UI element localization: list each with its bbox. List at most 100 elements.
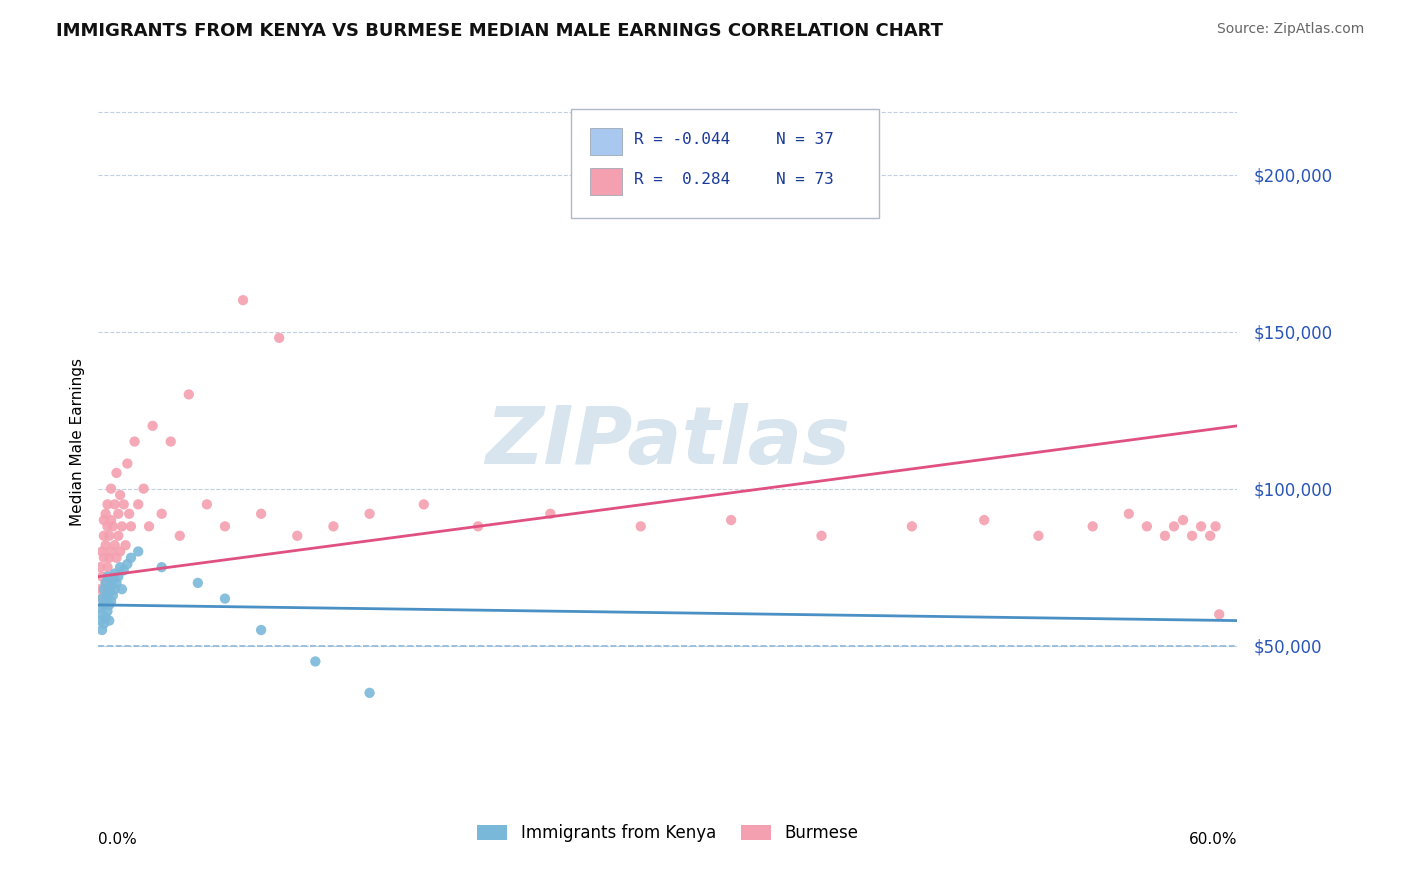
Point xyxy=(630,519,652,533)
Point xyxy=(91,591,114,606)
Point xyxy=(159,434,181,449)
Point xyxy=(304,655,326,669)
Point xyxy=(1205,519,1227,533)
Point xyxy=(973,513,995,527)
FancyBboxPatch shape xyxy=(571,109,879,218)
Point xyxy=(127,497,149,511)
Point xyxy=(89,582,111,597)
Point xyxy=(91,591,114,606)
Point xyxy=(104,566,127,581)
Point xyxy=(112,497,135,511)
Point xyxy=(901,519,924,533)
Text: Source: ZipAtlas.com: Source: ZipAtlas.com xyxy=(1216,22,1364,37)
Point xyxy=(91,569,114,583)
Point xyxy=(98,598,121,612)
Point xyxy=(101,569,124,583)
Point xyxy=(359,686,381,700)
Point xyxy=(91,623,114,637)
Point xyxy=(1136,519,1159,533)
Point xyxy=(93,513,115,527)
Point xyxy=(117,457,139,471)
Text: N = 73: N = 73 xyxy=(776,172,834,186)
Point xyxy=(150,507,173,521)
Point xyxy=(108,488,131,502)
Point xyxy=(120,519,142,533)
Point xyxy=(105,550,128,565)
Text: R =  0.284: R = 0.284 xyxy=(634,172,730,186)
Point xyxy=(285,529,308,543)
Bar xyxy=(591,168,623,195)
Point xyxy=(124,434,146,449)
Text: N = 37: N = 37 xyxy=(776,132,834,147)
Point xyxy=(412,497,434,511)
Point xyxy=(91,544,114,558)
Point xyxy=(108,544,131,558)
Point xyxy=(96,604,118,618)
Point xyxy=(322,519,344,533)
Point xyxy=(1118,507,1140,521)
Point xyxy=(101,589,124,603)
Point xyxy=(195,497,218,511)
Point xyxy=(93,582,115,597)
Point xyxy=(89,560,111,574)
Point xyxy=(169,529,191,543)
Text: IMMIGRANTS FROM KENYA VS BURMESE MEDIAN MALE EARNINGS CORRELATION CHART: IMMIGRANTS FROM KENYA VS BURMESE MEDIAN … xyxy=(56,22,943,40)
Point xyxy=(214,591,236,606)
Point xyxy=(93,529,115,543)
Point xyxy=(720,513,742,527)
Y-axis label: Median Male Earnings: Median Male Earnings xyxy=(69,358,84,525)
Point xyxy=(93,616,115,631)
Point xyxy=(1028,529,1050,543)
Point xyxy=(1208,607,1230,622)
Point xyxy=(108,560,131,574)
Point xyxy=(93,598,115,612)
Point xyxy=(107,507,129,521)
Point xyxy=(107,569,129,583)
Point xyxy=(1163,519,1185,533)
Point xyxy=(112,563,135,577)
Legend: Immigrants from Kenya, Burmese: Immigrants from Kenya, Burmese xyxy=(471,817,865,848)
Point xyxy=(1181,529,1204,543)
Point xyxy=(94,610,117,624)
Point xyxy=(94,595,117,609)
Point xyxy=(96,560,118,574)
Point xyxy=(810,529,832,543)
Point xyxy=(94,538,117,552)
Point xyxy=(1199,529,1222,543)
Point xyxy=(104,497,127,511)
Point xyxy=(100,513,122,527)
Point xyxy=(104,582,127,597)
Point xyxy=(111,519,134,533)
Point xyxy=(111,582,134,597)
Point xyxy=(467,519,489,533)
Point xyxy=(1154,529,1177,543)
Point xyxy=(98,585,121,599)
Point xyxy=(96,589,118,603)
Point xyxy=(100,579,122,593)
Point xyxy=(98,582,121,597)
Point xyxy=(94,575,117,590)
Point xyxy=(104,538,127,552)
Point xyxy=(187,575,209,590)
Point xyxy=(105,466,128,480)
Point xyxy=(96,497,118,511)
Point xyxy=(177,387,200,401)
Point xyxy=(98,529,121,543)
Point xyxy=(94,507,117,521)
Point xyxy=(117,557,139,571)
Point xyxy=(127,544,149,558)
Point xyxy=(98,614,121,628)
Point xyxy=(94,575,117,590)
Point xyxy=(96,569,118,583)
Point xyxy=(232,293,254,308)
Point xyxy=(91,607,114,622)
Point xyxy=(100,595,122,609)
Point xyxy=(118,507,141,521)
Point xyxy=(1171,513,1194,527)
Point xyxy=(214,519,236,533)
Point xyxy=(100,544,122,558)
Text: 60.0%: 60.0% xyxy=(1189,831,1237,847)
Point xyxy=(250,623,273,637)
Point xyxy=(138,519,160,533)
Point xyxy=(105,575,128,590)
